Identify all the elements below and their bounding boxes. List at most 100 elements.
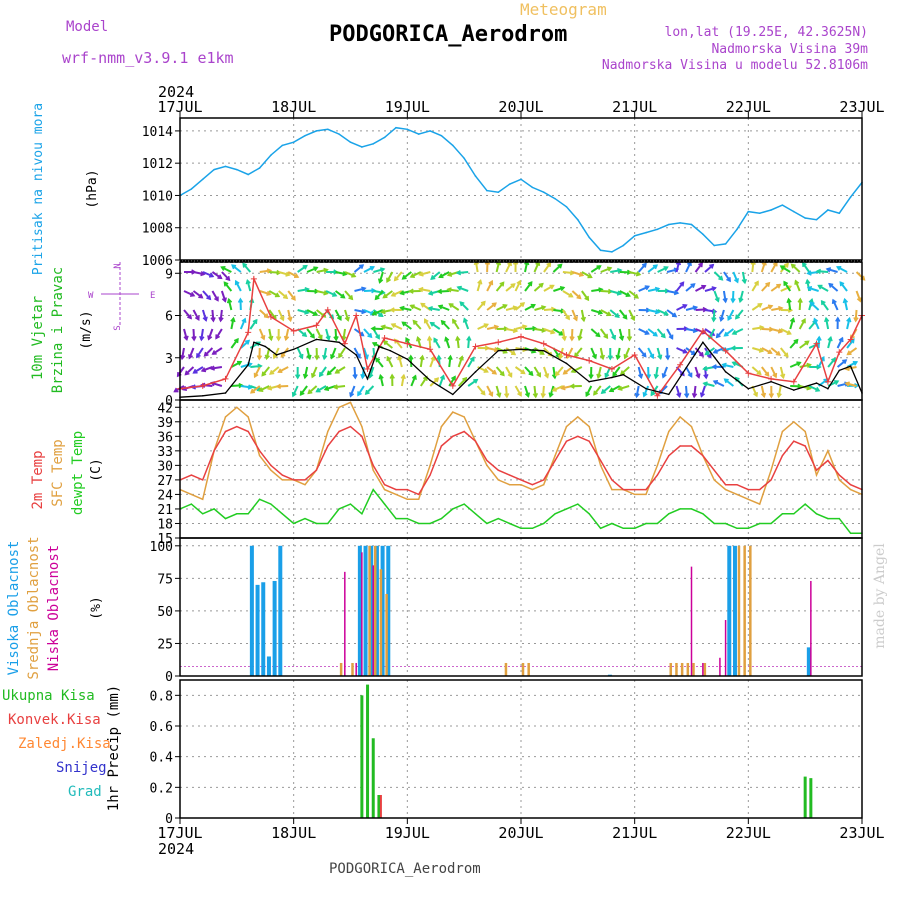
wind-arrow-head [806,362,812,369]
wind-label-2: Brzina i Pravac [50,267,66,393]
wind-arrow [817,270,829,273]
wind-arrow-head [483,323,490,329]
wind-arrow-head [616,290,623,296]
pressure-point [622,244,625,247]
wind-arrow-head [436,354,442,360]
wind-arrow-head [619,370,626,376]
wind-arrow-head [568,292,574,298]
sfc_temp-point [372,469,374,471]
wind-arrow-head [644,330,650,335]
wind-arrow [476,280,482,292]
wind-arrow [203,347,214,357]
pressure-point [849,196,852,198]
wind-arrow-head [794,279,800,285]
wind-arrow-head [266,290,272,296]
wind-arrow [836,359,847,368]
dewpoint-point [838,517,840,520]
wind-arrow [361,366,365,379]
temp_2m-point [849,484,852,486]
wind-arrow [524,303,536,311]
pressure-point [326,128,329,131]
wind-gust-point [654,392,661,399]
wind-arrow-head [179,354,186,361]
wind-arrow [666,347,669,360]
y-tick-label: 9 [165,267,173,282]
temp_2m-point [520,479,522,481]
precip-legend-4: Grad [68,784,102,800]
wind-gust-point [586,357,593,364]
dewpoint-point [224,517,227,520]
wind-arrow [534,305,546,311]
pressure-point [690,223,693,226]
wind-arrow [637,366,643,378]
wind-arrow [694,366,700,378]
wind-speed-point [747,387,750,390]
wind-gust-point [495,339,502,346]
wind-arrow [486,385,494,397]
wind-arrow [183,309,192,320]
wind-arrow-head [173,387,179,393]
wind-arrow [623,347,631,359]
wind-arrow [419,355,424,368]
wind-arrow [457,286,469,292]
wind-arrow [259,269,271,273]
wind-arrow-head [721,362,727,368]
wind-arrow [685,283,696,292]
cloud_low-bar [690,566,693,676]
dewpoint-point [338,508,340,510]
wind-arrow-head [367,333,373,339]
wind-arrow-head [264,354,270,361]
wind-arrow [827,337,832,349]
wind-arrow-head [279,316,285,322]
wind-arrow [220,290,227,302]
temp_2m-point [736,484,738,486]
wind-arrow-head [596,373,602,380]
y-tick-label: 39 [157,416,173,431]
wind-arrow [612,366,621,377]
wind-arrow [381,325,393,330]
wind-arrow [685,306,697,311]
wind-arrow [541,385,545,398]
wind-arrow-head [323,290,329,296]
wind-arrow-head [275,383,282,390]
wind-arrow [363,347,369,359]
wind-arrow [780,265,791,273]
wind-arrow [618,309,628,320]
wind-speed-point [201,394,204,397]
wind-gust-point [768,375,775,382]
wind-arrow [372,309,384,316]
wind-arrow [277,309,285,321]
wind-arrow [334,290,345,299]
wind-arrow [571,366,583,373]
wind-arrow [335,271,347,276]
compass-north: N [113,263,123,268]
wind-speed-point [849,365,852,368]
wind-arrow [353,366,357,379]
wind-arrow [474,260,479,273]
wind-arrow-head [622,314,628,320]
wind-arrow-head [554,371,560,377]
wind-arrow [467,356,475,368]
wind-arrow-head [194,315,200,322]
wind-arrow [552,366,556,379]
wind-arrow-head [329,314,335,320]
wind-arrow-head [663,266,669,272]
wind-arrow [600,267,612,273]
y-tick-label: 15 [157,532,173,547]
wind-gust-point [324,306,331,313]
pressure-point [497,191,500,194]
pressure-point [372,143,375,145]
wind-arrow [196,347,204,358]
y-tick-label: 1012 [142,157,173,172]
temp_2m-point [497,469,499,471]
wind-arrow [543,284,554,292]
sfc_temp-point [543,484,545,486]
wind-arrow [817,356,825,368]
wind-arrow-head [393,276,399,282]
compass-west: W [88,291,94,301]
x-tick-label-top: 18JUL [271,98,316,116]
wind-arrow-head [272,353,278,360]
wind-gust-point [404,340,411,347]
wind-arrow-head [503,393,510,399]
x-tick-label-bottom: 17JUL [157,824,202,842]
